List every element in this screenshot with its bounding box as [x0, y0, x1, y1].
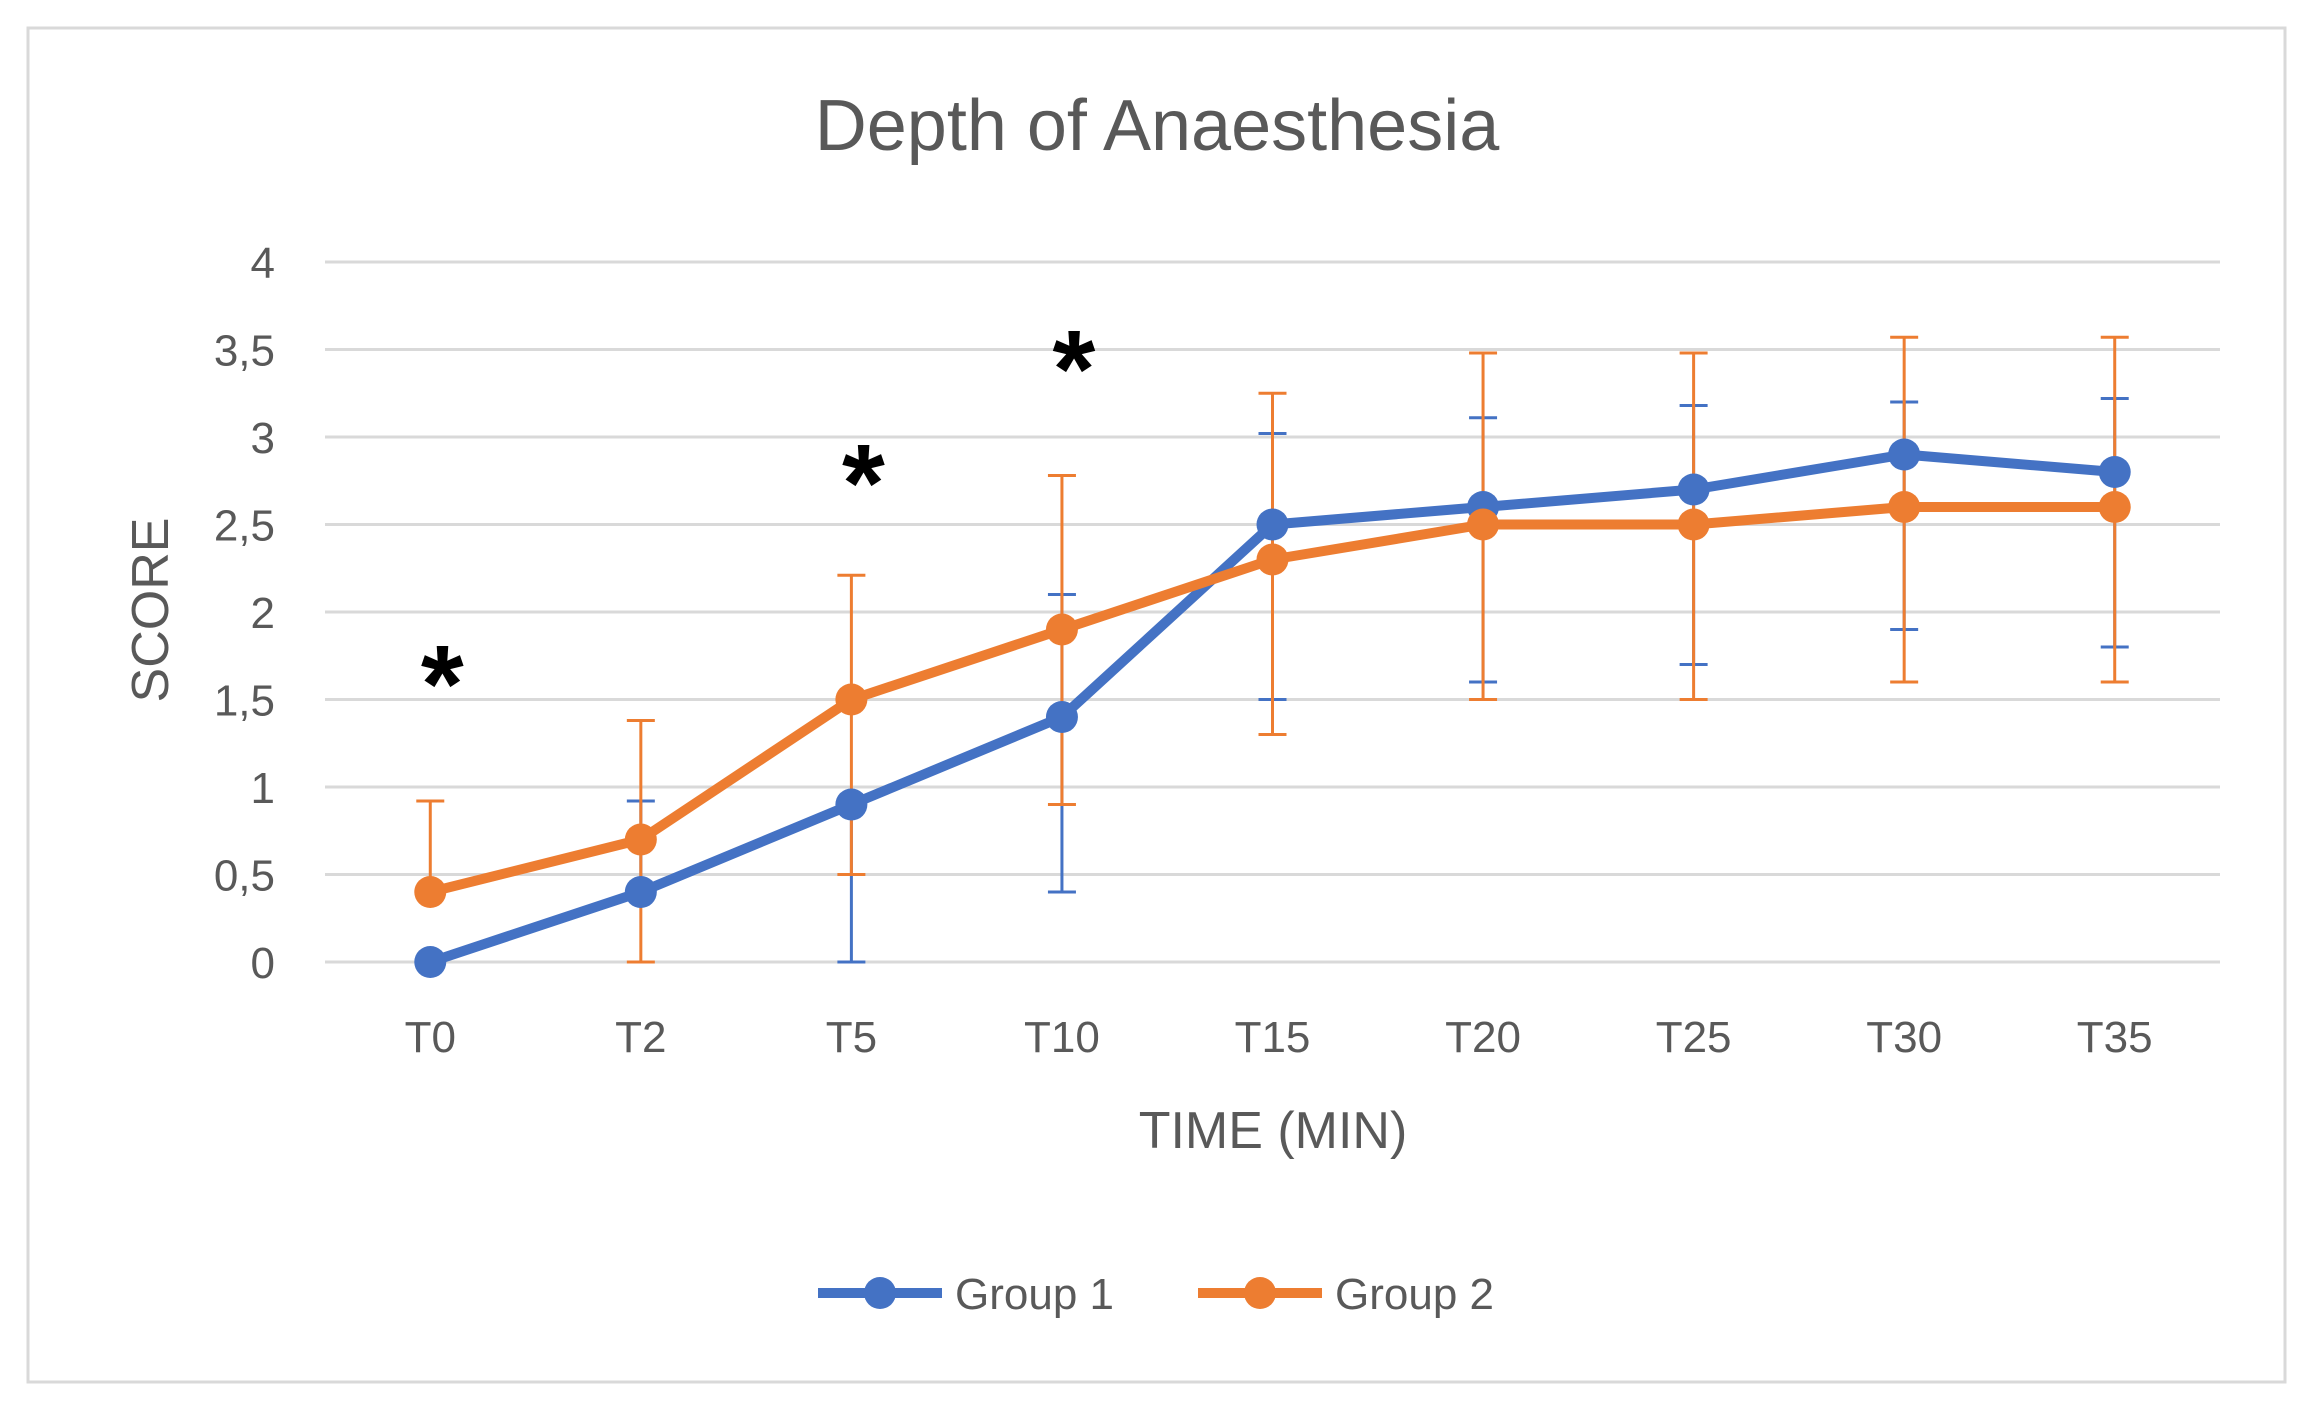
data-point [1467, 508, 1500, 541]
y-tick-label: 0 [251, 939, 275, 988]
legend: Group 1 Group 2 [818, 1270, 1494, 1319]
x-tick-label: T30 [1866, 1013, 1942, 1062]
legend-swatch-marker [1244, 1277, 1276, 1309]
series-lines [414, 438, 2131, 978]
data-point [414, 876, 447, 908]
y-tick-label: 3 [251, 414, 275, 463]
x-tick-label: T10 [1024, 1013, 1100, 1062]
x-tick-label: T5 [826, 1013, 877, 1062]
chart-title: Depth of Anaesthesia [815, 86, 1500, 166]
significance-asterisk: * [842, 422, 885, 545]
x-tick-label: T25 [1656, 1013, 1732, 1062]
y-axis-label: SCORE [122, 518, 180, 703]
data-point [1677, 473, 1710, 506]
legend-label: Group 2 [1335, 1270, 1494, 1319]
significance-annotations: * * * [421, 308, 1096, 746]
x-axis-label: TIME (MIN) [1139, 1102, 1408, 1160]
data-point [1888, 491, 1921, 523]
y-tick-label: 1 [251, 764, 275, 813]
data-point [414, 946, 447, 978]
y-tick-label: 2 [251, 589, 275, 638]
data-point [1677, 508, 1710, 541]
y-axis-ticks: 0 0,5 1 1,5 2 2,5 3 3,5 4 [214, 239, 275, 988]
legend-swatch-marker [864, 1277, 896, 1309]
y-tick-label: 4 [251, 239, 275, 288]
significance-asterisk: * [1053, 308, 1096, 431]
data-point [2098, 491, 2131, 523]
data-point [624, 876, 657, 908]
data-point [1045, 613, 1078, 646]
y-tick-label: 3,5 [214, 327, 275, 376]
x-tick-label: T20 [1445, 1013, 1521, 1062]
data-point [1888, 438, 1921, 471]
x-tick-label: T15 [1235, 1013, 1311, 1062]
y-tick-label: 0,5 [214, 852, 275, 901]
x-tick-label: T2 [615, 1013, 666, 1062]
data-point [835, 683, 868, 716]
data-point [1256, 508, 1289, 541]
chart-border [26, 26, 2287, 1384]
data-point [1256, 543, 1289, 576]
data-point [2098, 456, 2131, 488]
x-axis-ticks: T0 T2 T5 T10 T15 T20 T25 T30 T35 [405, 1013, 2153, 1062]
data-point [835, 788, 868, 821]
x-tick-label: T35 [2077, 1013, 2153, 1062]
data-point [624, 823, 657, 856]
y-tick-label: 2,5 [214, 502, 275, 551]
data-point [1045, 701, 1078, 733]
x-tick-label: T0 [405, 1013, 456, 1062]
significance-asterisk: * [421, 623, 464, 746]
y-tick-label: 1,5 [214, 677, 275, 726]
legend-label: Group 1 [955, 1270, 1114, 1319]
